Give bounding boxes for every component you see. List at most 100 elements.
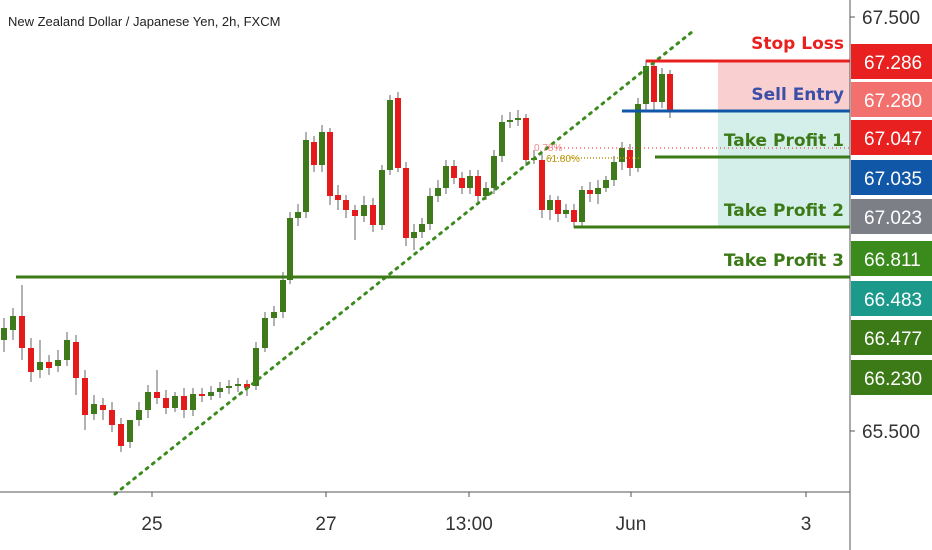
take-profit-3-label: Take Profit 3 — [724, 251, 844, 271]
candle-body — [37, 362, 43, 370]
candle — [217, 382, 223, 398]
candle-body — [271, 312, 277, 318]
candle-body — [127, 420, 133, 442]
candle-body — [109, 410, 115, 425]
candle — [295, 204, 301, 226]
candle — [10, 308, 16, 340]
candle — [387, 95, 393, 175]
candle-body — [28, 348, 34, 372]
candle — [154, 370, 160, 404]
candle — [507, 112, 513, 128]
candle-body — [1, 328, 7, 340]
candle-body — [419, 224, 425, 232]
price-tag: 67.286 — [851, 44, 932, 79]
candle-body — [244, 384, 250, 388]
candle-body — [651, 66, 657, 102]
candle-body — [507, 120, 513, 122]
price-tag: 67.035 — [851, 160, 932, 195]
candle-body — [208, 392, 214, 396]
price-tag-value: 67.047 — [864, 129, 922, 150]
candles — [1, 60, 673, 452]
candle — [411, 224, 417, 250]
candle-body — [181, 396, 187, 410]
candle-body — [619, 148, 625, 162]
price-tag: 66.230 — [851, 360, 932, 395]
candle — [118, 418, 124, 452]
candle — [73, 335, 79, 395]
candle — [136, 402, 142, 426]
candle — [91, 395, 97, 420]
candle-body — [539, 160, 545, 210]
candle — [253, 342, 259, 390]
candle — [181, 388, 187, 418]
candle — [563, 204, 569, 218]
price-tag-value: 66.483 — [864, 290, 922, 311]
candle — [163, 390, 169, 414]
candle-body — [262, 318, 268, 348]
candle-body — [499, 122, 505, 156]
candle-body — [643, 66, 649, 104]
candle-body — [136, 410, 142, 420]
candle — [419, 218, 425, 238]
candle — [547, 195, 553, 220]
candle — [280, 272, 286, 318]
candle — [361, 196, 367, 222]
candle-body — [523, 118, 529, 160]
candle-body — [91, 404, 97, 414]
candle-body — [667, 74, 673, 110]
trend-line — [113, 30, 694, 496]
candle-body — [100, 405, 106, 410]
candle-body — [627, 150, 633, 168]
candle-body — [352, 210, 358, 216]
candle — [271, 306, 277, 326]
candle-body — [571, 210, 577, 222]
candle — [627, 144, 633, 176]
candle-body — [451, 166, 457, 178]
candle — [28, 338, 34, 382]
candle — [603, 176, 609, 192]
candle-body — [303, 140, 309, 212]
candle — [327, 128, 333, 205]
candle-body — [280, 280, 286, 312]
reward-zone — [718, 111, 850, 227]
candle — [467, 170, 473, 194]
candle-body — [411, 232, 417, 238]
candle-body — [370, 205, 376, 225]
candle — [100, 398, 106, 420]
candle — [55, 350, 61, 372]
candle-body — [343, 200, 349, 210]
risk-zone — [718, 61, 850, 111]
candle — [491, 150, 497, 194]
candle — [370, 198, 376, 232]
candle-body — [295, 212, 301, 218]
price-tag-value: 66.811 — [864, 250, 921, 271]
candle-body — [19, 316, 25, 348]
sell-entry-label: Sell Entry — [751, 85, 844, 105]
candle — [611, 156, 617, 186]
candle — [127, 420, 133, 448]
fib-label-078: 0.78% — [534, 143, 562, 154]
candle — [635, 98, 641, 172]
candle-body — [226, 386, 232, 388]
candle — [109, 402, 115, 432]
fib-label-6180: 61.80% — [546, 154, 580, 165]
price-tag: 66.477 — [851, 320, 932, 355]
candle-body — [10, 316, 16, 330]
candle — [311, 136, 317, 172]
candle — [435, 180, 441, 202]
candle — [303, 132, 309, 218]
candle-body — [467, 176, 473, 188]
candle-body — [595, 188, 601, 194]
candle-body — [217, 388, 223, 392]
candle — [319, 125, 325, 172]
candle — [595, 180, 601, 204]
candle-body — [46, 362, 52, 368]
candle — [172, 392, 178, 412]
candle — [427, 188, 433, 230]
candle — [199, 388, 205, 402]
candle-body — [635, 104, 641, 168]
take-profit-2-label: Take Profit 2 — [724, 201, 844, 221]
candle — [343, 195, 349, 218]
x-tick-label: 25 — [141, 514, 162, 535]
